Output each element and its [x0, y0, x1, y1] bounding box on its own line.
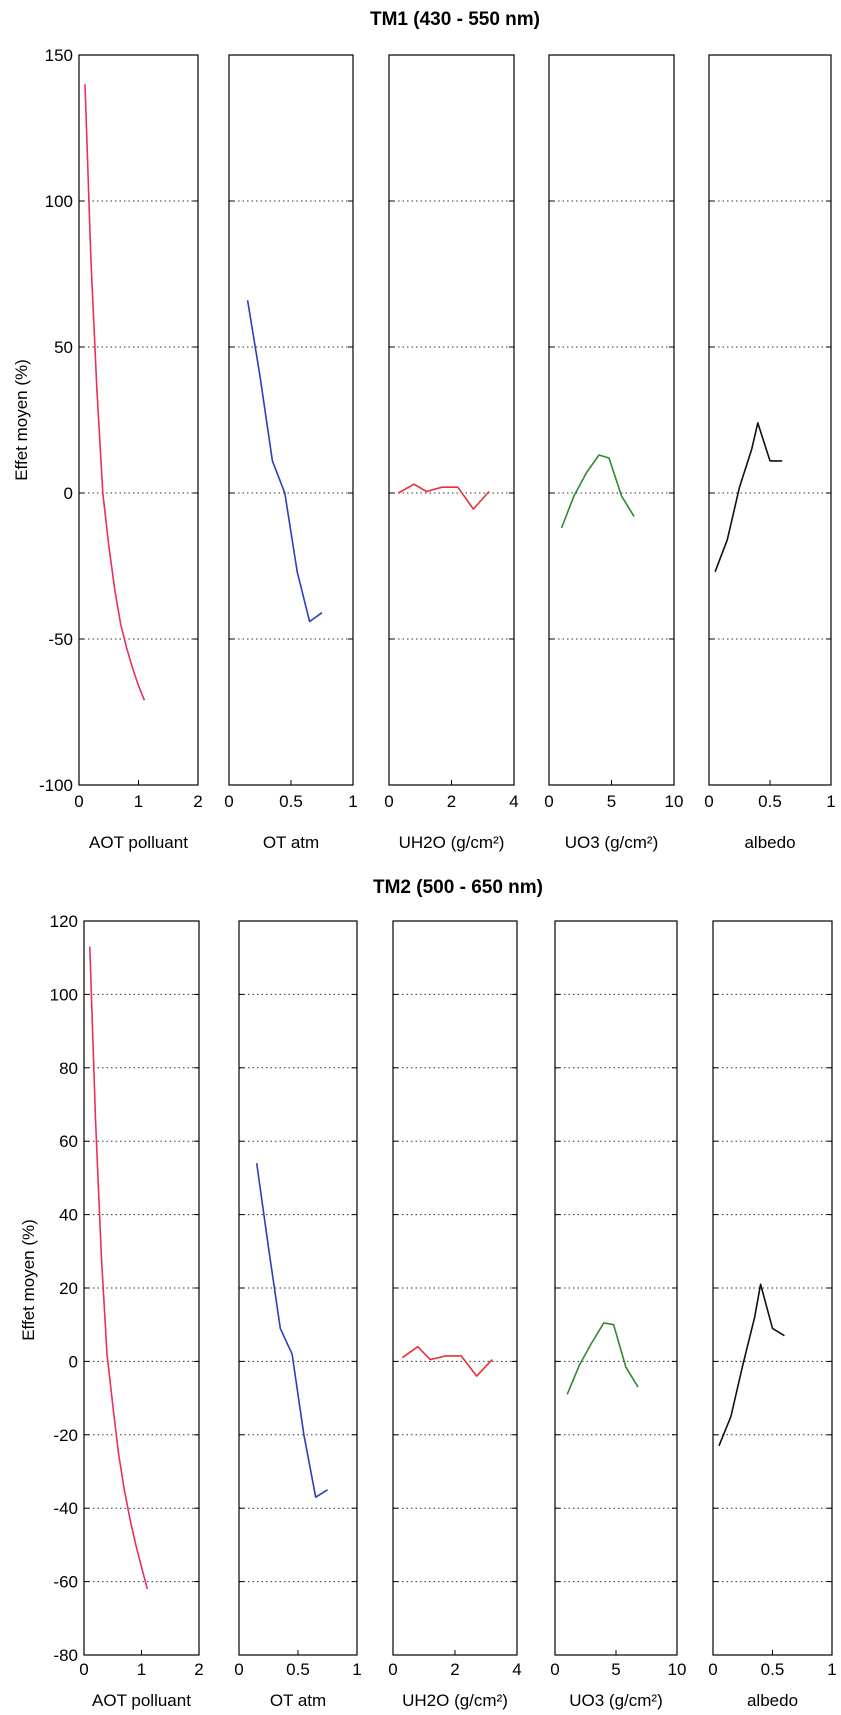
axes-frame: [548, 54, 675, 786]
series-line-uh2o: [398, 483, 490, 510]
axes-frame: [388, 54, 515, 786]
y-tick-label: 60: [59, 1132, 78, 1151]
x-tick-label: 0: [704, 792, 713, 811]
x-tick-label: 0.5: [758, 792, 782, 811]
y-tick-label: 50: [54, 338, 73, 357]
x-axis-label: OT atm: [270, 1691, 326, 1710]
axes-frame: [708, 54, 832, 786]
y-tick-label: 100: [50, 985, 78, 1004]
x-tick-label: 1: [352, 1660, 361, 1679]
x-tick-label: 5: [611, 1660, 620, 1679]
x-tick-label: 0.5: [761, 1660, 785, 1679]
y-axis-label: Effet moyen (%): [12, 359, 31, 481]
chart-2: TM2 (500 - 650 nm)Effet moyen (%)-80-60-…: [19, 877, 837, 1710]
y-tick-label: 100: [45, 192, 73, 211]
series-line-uh2o: [401, 1345, 493, 1377]
x-tick-label: 0: [234, 1660, 243, 1679]
x-tick-label: 4: [512, 1660, 521, 1679]
x-tick-label: 2: [194, 1660, 203, 1679]
y-tick-label: 20: [59, 1279, 78, 1298]
x-tick-label: 1: [348, 792, 357, 811]
x-tick-label: 1: [134, 792, 143, 811]
y-axis-label: Effet moyen (%): [19, 1219, 38, 1341]
x-axis-label: OT atm: [263, 833, 319, 852]
x-tick-label: 0: [74, 792, 83, 811]
x-tick-label: 0: [544, 792, 553, 811]
panel-uh2o: 0 2 4 UH2O (g/cm²): [384, 54, 519, 852]
x-axis-label: albedo: [744, 833, 795, 852]
x-tick-label: 0: [224, 792, 233, 811]
x-tick-label: 2: [450, 1660, 459, 1679]
chart-title: TM2 (500 - 650 nm): [373, 877, 543, 898]
x-axis-label: AOT polluant: [92, 1691, 191, 1710]
panel-ot: 0 0.5 1 OT atm: [224, 54, 358, 852]
x-tick-label: 2: [193, 792, 202, 811]
axes-frame: [228, 54, 354, 786]
x-tick-label: 4: [509, 792, 518, 811]
series-line-aot: [84, 84, 146, 701]
y-tick-label: -80: [53, 1646, 78, 1665]
x-tick-label: 1: [826, 792, 835, 811]
y-tick-label: 80: [59, 1059, 78, 1078]
x-tick-label: 0.5: [279, 792, 303, 811]
panel-aot: -100 -50 0 50 100 150 0 1 2 AOT polluant: [39, 46, 203, 852]
x-tick-label: 0: [550, 1660, 559, 1679]
y-tick-label: -100: [39, 776, 73, 795]
y-tick-label: -20: [53, 1426, 78, 1445]
x-tick-label: 1: [827, 1660, 836, 1679]
chart-1: TM1 (430 - 550 nm) Effet moyen (%) -100 -50…: [12, 9, 836, 852]
y-tick-label: -40: [53, 1499, 78, 1518]
panel-uo3: 0 5 10 UO3 (g/cm²): [550, 920, 687, 1710]
series-line-albedo: [718, 1283, 785, 1447]
x-tick-label: 1: [137, 1660, 146, 1679]
x-axis-label: UO3 (g/cm²): [569, 1691, 663, 1710]
x-axis-label: albedo: [747, 1691, 798, 1710]
x-axis-label: AOT polluant: [89, 833, 188, 852]
x-tick-label: 10: [668, 1660, 687, 1679]
y-tick-label: 0: [69, 1352, 78, 1371]
y-tick-label: 40: [59, 1206, 78, 1225]
x-tick-label: 10: [665, 792, 684, 811]
series-line-ot: [246, 300, 323, 623]
x-tick-label: 0.5: [286, 1660, 310, 1679]
chart-title: TM1 (430 - 550 nm): [370, 9, 540, 30]
y-tick-label: 120: [50, 912, 78, 931]
series-line-uo3: [560, 454, 635, 529]
y-tick-label: -50: [48, 630, 73, 649]
x-tick-label: 0: [384, 792, 393, 811]
panel-albedo: 0 0.5 1 albedo: [708, 920, 837, 1710]
y-tick-label: -60: [53, 1573, 78, 1592]
y-tick-label: 150: [45, 46, 73, 65]
x-axis-label: UO3 (g/cm²): [565, 833, 659, 852]
y-tick-label: 0: [64, 484, 73, 503]
panel-ot: 0 0.5 1 OT atm: [234, 920, 362, 1710]
series-line-uo3: [566, 1322, 639, 1395]
series-line-ot: [255, 1163, 328, 1498]
x-tick-label: 5: [607, 792, 616, 811]
x-tick-label: 0: [708, 1660, 717, 1679]
x-axis-label: UH2O (g/cm²): [402, 1691, 508, 1710]
series-line-aot: [89, 946, 149, 1590]
series-line-albedo: [714, 422, 783, 573]
x-tick-label: 2: [447, 792, 456, 811]
x-tick-label: 0: [388, 1660, 397, 1679]
axes-frame: [78, 54, 199, 786]
panel-uo3: 0 5 10 UO3 (g/cm²): [544, 54, 684, 852]
x-axis-label: UH2O (g/cm²): [399, 833, 505, 852]
x-tick-label: 0: [79, 1660, 88, 1679]
axes-frame: [83, 920, 200, 1656]
panel-albedo: 0 0.5 1 albedo: [704, 54, 836, 852]
